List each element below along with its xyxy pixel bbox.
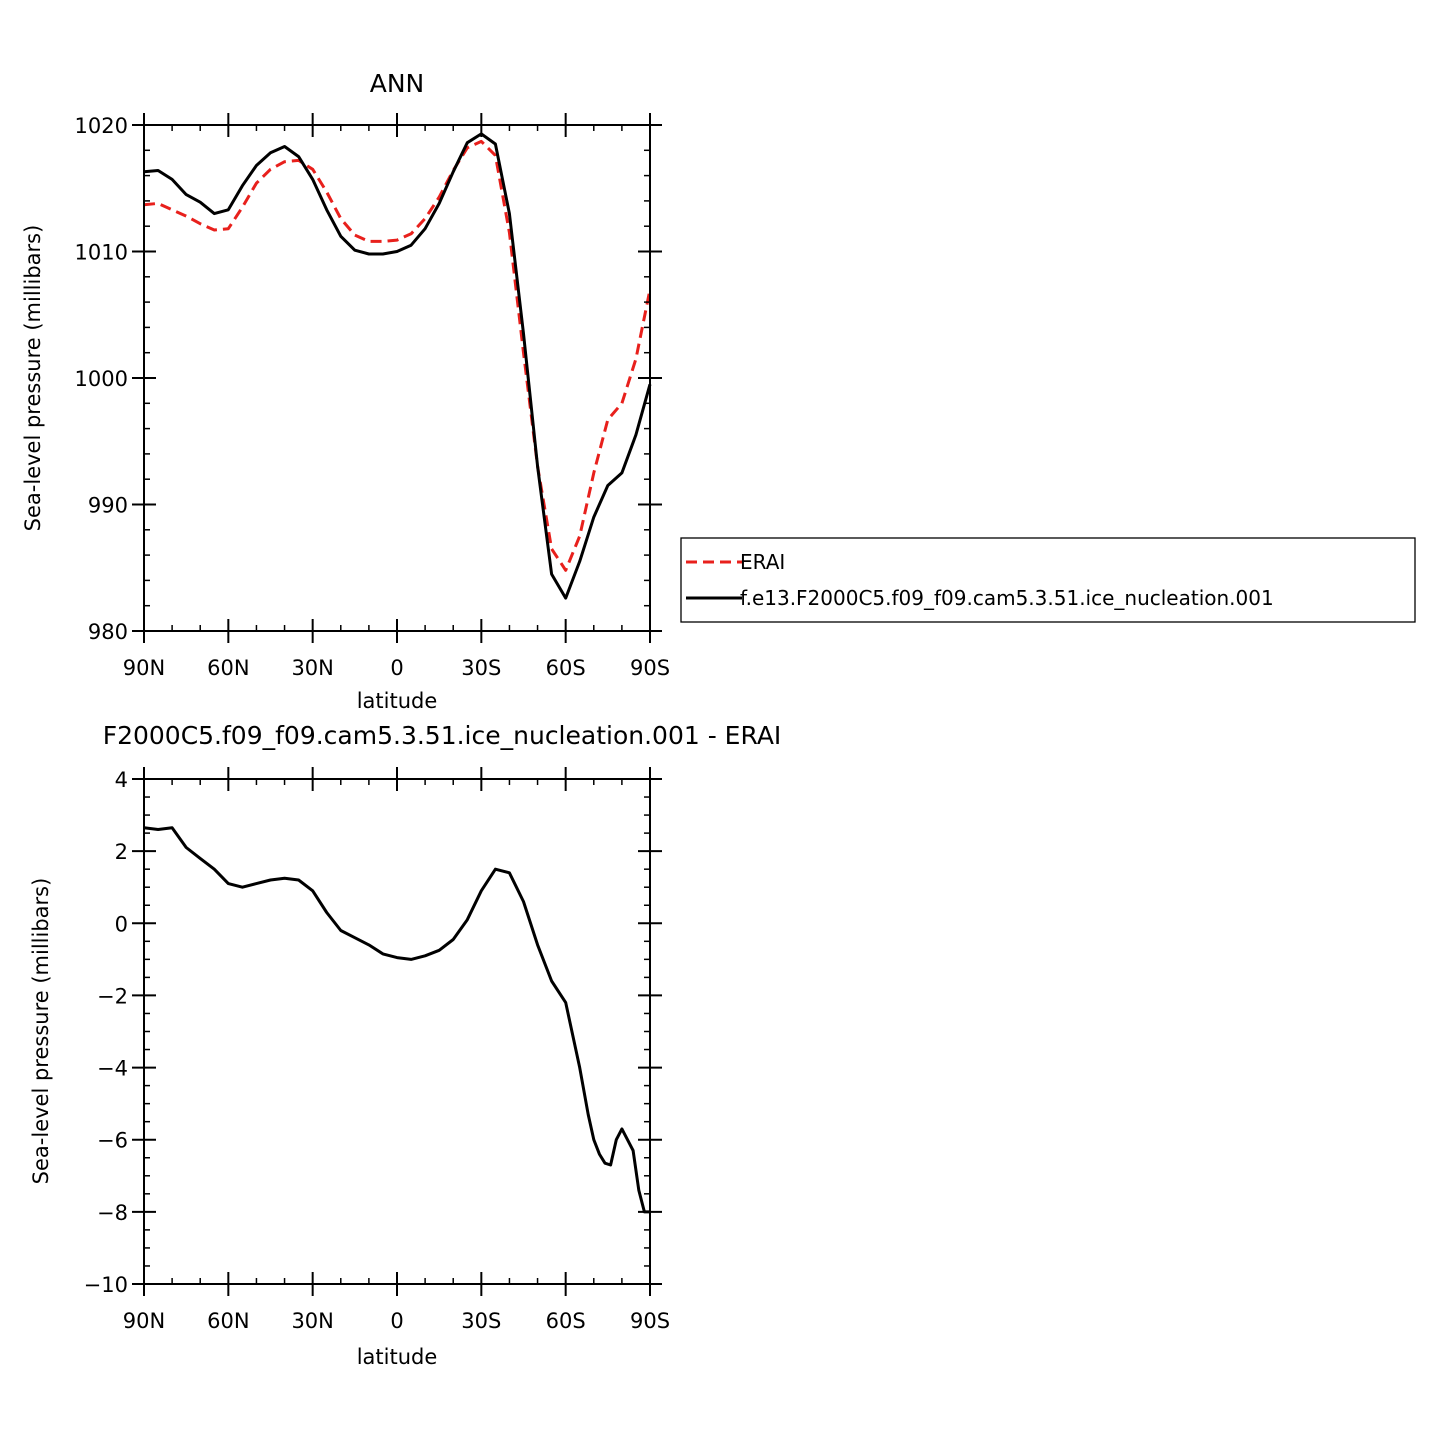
series-line-1-0 <box>143 826 650 1214</box>
y-tick-label: 980 <box>88 620 128 644</box>
top-chart-title: ANN <box>370 69 425 98</box>
legend: ERAI f.e13.F2000C5.f09_f09.cam5.3.51.ice… <box>680 537 1416 623</box>
y-tick-label: −2 <box>97 984 128 1008</box>
x-tick-label: 90S <box>630 656 670 680</box>
bottom-x-axis-title: latitude <box>357 1345 438 1369</box>
plot-frame <box>143 124 651 632</box>
x-tick-label: 30N <box>291 1309 333 1333</box>
x-tick-label: 90N <box>123 656 165 680</box>
x-tick-label: 60S <box>546 656 586 680</box>
x-tick-label: 60S <box>546 1309 586 1333</box>
y-tick-label: 4 <box>115 768 128 792</box>
x-tick-label: 0 <box>390 1309 403 1333</box>
y-tick-label: 990 <box>88 494 128 518</box>
x-tick-label: 0 <box>390 656 403 680</box>
top-y-axis-title: Sea-level pressure (millibars) <box>21 225 45 532</box>
bottom-chart-title: F2000C5.f09_f09.cam5.3.51.ice_nucleation… <box>103 721 782 750</box>
x-tick-label: 30N <box>291 656 333 680</box>
y-tick-label: 2 <box>115 840 128 864</box>
y-tick-label: 0 <box>115 912 128 936</box>
bottom-plot-area: 90N 60N 30N 0 30S 60S 90S −10 −8 −6 −4 −2 0 2 4 <box>84 767 670 1333</box>
top-plot-area: 90N 60N 30N 0 30S 60S 90S 980 990 1000 1010 1020 <box>75 113 670 680</box>
y-tick-label: −6 <box>97 1129 128 1153</box>
bottom-line-chart: F2000C5.f09_f09.cam5.3.51.ice_nucleation… <box>29 721 781 1369</box>
y-tick-label: 1000 <box>75 367 128 391</box>
y-tick-label: −10 <box>84 1273 128 1297</box>
y-tick-label: −4 <box>97 1057 128 1081</box>
y-tick-label: 1010 <box>75 241 128 265</box>
x-tick-label: 90S <box>630 1309 670 1333</box>
top-x-axis-title: latitude <box>357 689 438 713</box>
x-tick-label: 30S <box>461 656 501 680</box>
legend-box <box>680 537 1416 623</box>
plot-frame <box>143 778 651 1285</box>
bottom-y-axis-title: Sea-level pressure (millibars) <box>29 878 53 1185</box>
top-line-chart: ANN 90N 60N 30N 0 30S 60S 90S 980 990 1000 1010 102… <box>21 69 670 713</box>
y-tick-label: −8 <box>97 1201 128 1225</box>
series-line-0-1 <box>143 132 652 600</box>
series-line-0-0 <box>143 139 652 572</box>
x-tick-label: 60N <box>207 1309 249 1333</box>
legend-label-model: f.e13.F2000C5.f09_f09.cam5.3.51.ice_nucl… <box>740 586 1274 610</box>
x-tick-label: 30S <box>461 1309 501 1333</box>
legend-label-erai: ERAI <box>740 550 785 574</box>
y-tick-label: 1020 <box>75 114 128 138</box>
x-tick-label: 90N <box>123 1309 165 1333</box>
x-tick-label: 60N <box>207 656 249 680</box>
